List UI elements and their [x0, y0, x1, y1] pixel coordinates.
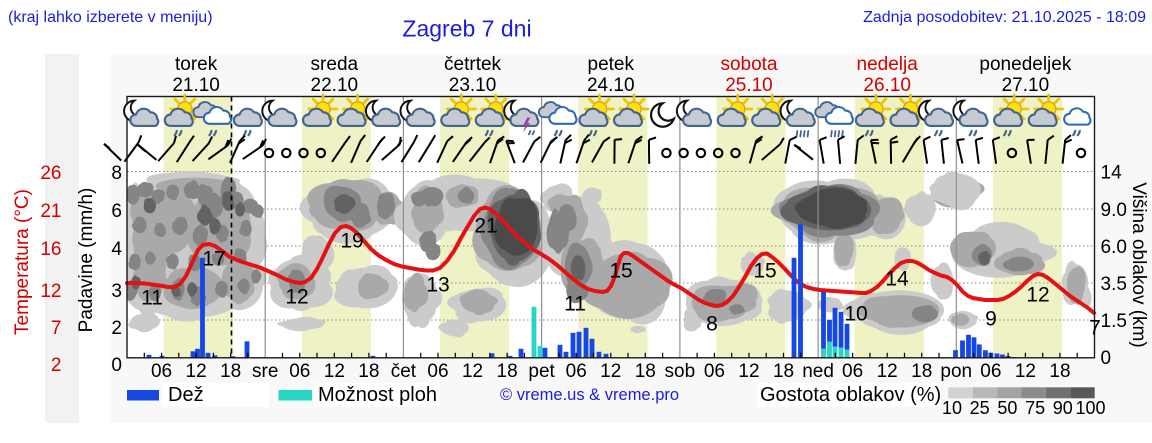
svg-text:14: 14: [885, 268, 909, 291]
svg-text:Dež: Dež: [168, 384, 204, 406]
svg-text:21: 21: [474, 215, 497, 238]
svg-text:pon: pon: [940, 361, 972, 382]
svg-text:13: 13: [426, 274, 449, 297]
svg-text:12: 12: [324, 361, 345, 382]
svg-text:24.10: 24.10: [587, 75, 635, 96]
svg-text:15: 15: [609, 260, 632, 283]
svg-text:Padavine (mm/h): Padavine (mm/h): [76, 188, 97, 333]
svg-text:© vreme.us & vreme.pro: © vreme.us & vreme.pro: [500, 386, 679, 404]
svg-text:06: 06: [427, 361, 448, 382]
svg-text:sobota: sobota: [720, 54, 777, 75]
svg-text:21.10: 21.10: [172, 75, 220, 96]
svg-text:10: 10: [942, 398, 962, 418]
svg-text:12: 12: [877, 361, 898, 382]
svg-text:16: 16: [40, 239, 61, 260]
svg-text:torek: torek: [175, 54, 218, 75]
svg-text:12: 12: [186, 361, 207, 382]
svg-text:Možnost ploh: Možnost ploh: [318, 384, 437, 406]
svg-text:22.10: 22.10: [311, 75, 359, 96]
svg-text:9: 9: [985, 308, 997, 331]
svg-text:8: 8: [111, 163, 122, 184]
svg-text:18: 18: [911, 361, 932, 382]
svg-text:čet: čet: [391, 361, 417, 382]
svg-text:2: 2: [111, 318, 122, 339]
svg-text:06: 06: [842, 361, 863, 382]
svg-text:3: 3: [111, 281, 122, 302]
svg-text:12: 12: [1026, 284, 1049, 307]
svg-text:18: 18: [635, 361, 656, 382]
svg-text:2: 2: [51, 355, 62, 376]
svg-text:6: 6: [111, 201, 122, 222]
svg-text:nedelja: nedelja: [857, 54, 919, 75]
svg-text:Gostota oblakov (%): Gostota oblakov (%): [760, 384, 941, 406]
svg-text:27.10: 27.10: [1002, 75, 1050, 96]
svg-text:06: 06: [151, 361, 172, 382]
svg-text:sreda: sreda: [311, 54, 359, 75]
svg-text:12: 12: [462, 361, 483, 382]
svg-text:100: 100: [1075, 398, 1105, 418]
svg-text:11: 11: [141, 287, 163, 310]
svg-text:1.5: 1.5: [1101, 311, 1127, 332]
svg-text:12: 12: [285, 286, 308, 309]
svg-text:75: 75: [1025, 398, 1045, 418]
svg-text:Zadnja posodobitev: 21.10.2025: Zadnja posodobitev: 21.10.2025 - 18:09: [863, 9, 1146, 26]
svg-text:25.10: 25.10: [725, 75, 773, 96]
svg-text:06: 06: [704, 361, 725, 382]
svg-text:0: 0: [1101, 348, 1112, 369]
svg-text:ned: ned: [802, 361, 834, 382]
svg-text:12: 12: [738, 361, 759, 382]
svg-text:12: 12: [40, 281, 61, 302]
svg-text:9.0: 9.0: [1101, 200, 1127, 221]
svg-text:7: 7: [1089, 317, 1101, 340]
svg-text:90: 90: [1053, 398, 1073, 418]
svg-text:26.10: 26.10: [863, 75, 911, 96]
svg-text:Temperatura (°C): Temperatura (°C): [12, 189, 33, 335]
svg-text:10: 10: [844, 303, 867, 326]
svg-text:23.10: 23.10: [449, 75, 497, 96]
svg-text:Zagreb 7 dni: Zagreb 7 dni: [402, 16, 531, 42]
svg-text:7: 7: [51, 318, 62, 339]
svg-text:11: 11: [564, 293, 586, 316]
svg-text:0: 0: [111, 355, 122, 376]
svg-text:sre: sre: [252, 361, 278, 382]
svg-text:18: 18: [497, 361, 518, 382]
svg-text:50: 50: [997, 398, 1017, 418]
svg-text:6.0: 6.0: [1101, 237, 1127, 258]
svg-text:četrtek: četrtek: [444, 54, 502, 75]
svg-text:19: 19: [340, 230, 363, 253]
svg-text:25: 25: [970, 398, 990, 418]
svg-text:Višina oblakov (km): Višina oblakov (km): [1128, 182, 1149, 347]
svg-text:15: 15: [753, 260, 776, 283]
svg-text:12: 12: [1015, 361, 1036, 382]
svg-text:06: 06: [980, 361, 1001, 382]
svg-text:8: 8: [706, 313, 718, 336]
svg-text:14: 14: [1101, 162, 1123, 183]
svg-text:12: 12: [600, 361, 621, 382]
svg-text:06: 06: [289, 361, 310, 382]
svg-text:18: 18: [358, 361, 379, 382]
svg-text:18: 18: [1049, 361, 1070, 382]
svg-text:ponedeljek: ponedeljek: [979, 54, 1071, 75]
svg-text:18: 18: [773, 361, 794, 382]
svg-text:(kraj lahko izberete v meniju): (kraj lahko izberete v meniju): [8, 9, 213, 26]
svg-text:3.5: 3.5: [1101, 274, 1127, 295]
svg-text:4: 4: [111, 239, 122, 260]
svg-text:petek: petek: [588, 54, 635, 75]
svg-text:06: 06: [566, 361, 587, 382]
svg-text:18: 18: [220, 361, 241, 382]
svg-text:26: 26: [40, 163, 61, 184]
svg-text:pet: pet: [528, 361, 555, 382]
svg-text:sob: sob: [665, 361, 696, 382]
svg-text:21: 21: [40, 201, 61, 222]
svg-text:17: 17: [202, 248, 225, 271]
